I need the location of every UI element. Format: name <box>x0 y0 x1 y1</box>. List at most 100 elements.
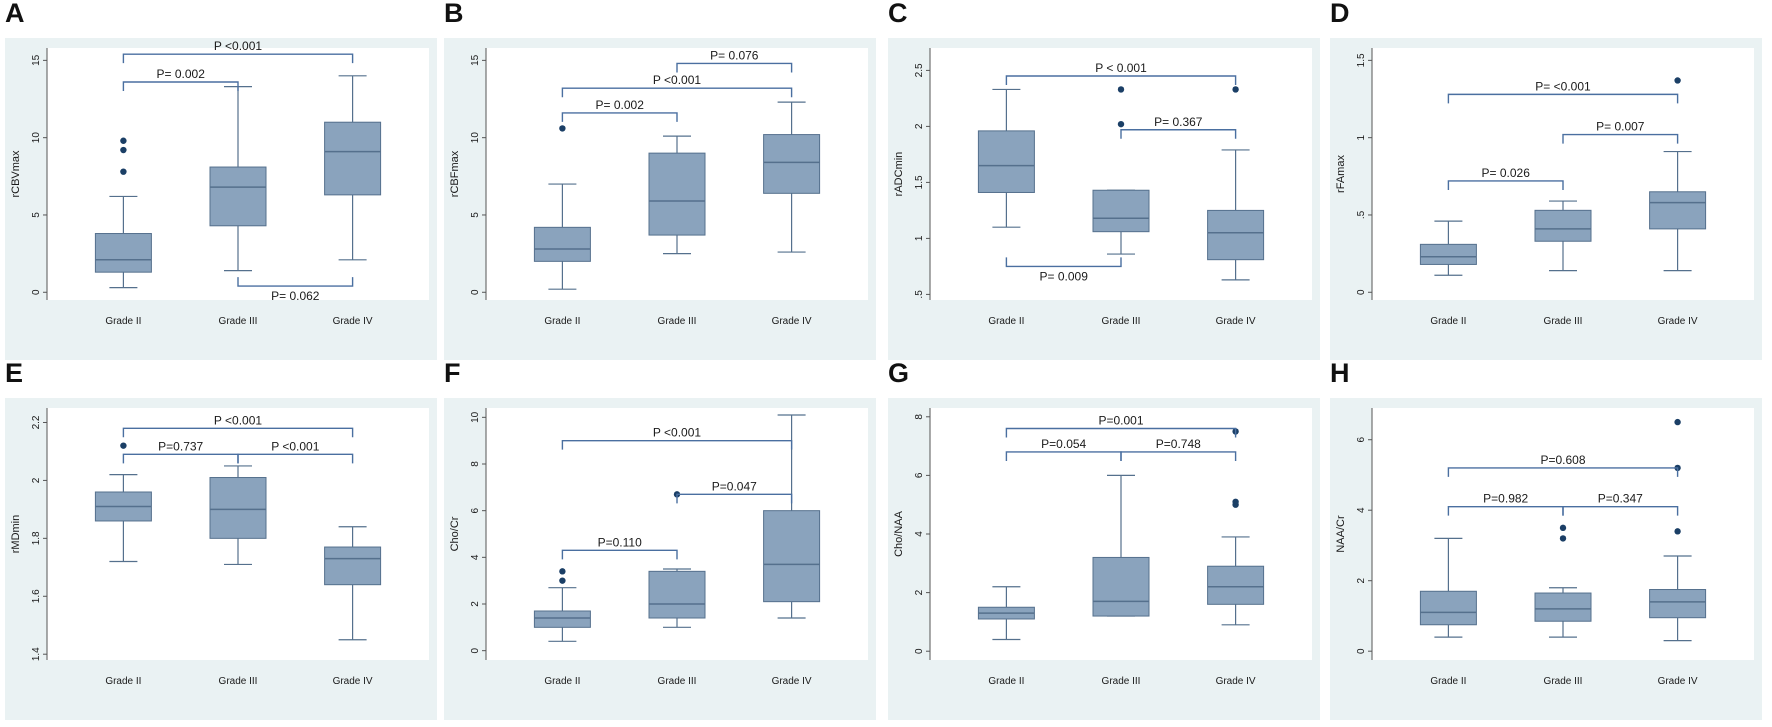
iqr-box <box>763 510 821 603</box>
x-tick-label: Grade IV <box>772 676 812 687</box>
iqr-box <box>1092 189 1150 233</box>
p-value-label: P=0.748 <box>1156 437 1201 451</box>
y-tick-label: 2 <box>914 123 925 129</box>
significance-bracket <box>237 453 354 464</box>
outlier-point <box>1674 418 1681 426</box>
iqr-box <box>1649 191 1707 230</box>
p-value-label: P= 0.002 <box>157 67 206 81</box>
outlier-point <box>1674 77 1681 84</box>
box-1 <box>1419 220 1477 276</box>
outlier-point <box>1117 120 1125 128</box>
significance-bracket <box>676 493 793 504</box>
p-value-label: P <0.001 <box>214 413 262 427</box>
box-1 <box>94 442 152 563</box>
y-tick-label: 0 <box>470 647 481 653</box>
iqr-box <box>763 134 821 194</box>
panel-label: H <box>1330 358 1350 388</box>
x-tick-label: Grade IV <box>772 316 812 327</box>
box-3 <box>1649 418 1707 642</box>
significance-bracket <box>1562 505 1679 516</box>
box-plot: 1.4 1.6 1.8 2 2.2 rMDmin Grade II Grade III Grad… <box>5 398 437 720</box>
y-tick-label: 0 <box>914 648 925 654</box>
y-tick-label: 4 <box>470 554 481 560</box>
box-1 <box>977 586 1035 641</box>
x-tick-label: Grade III <box>658 676 697 687</box>
y-axis-label: NAA/Cr <box>1335 515 1347 553</box>
outlier-point <box>1559 535 1567 542</box>
box-2 <box>1092 86 1150 255</box>
box-2 <box>209 465 267 566</box>
outlier-point <box>1232 498 1239 505</box>
y-tick-label: 2 <box>914 589 925 595</box>
p-value-label: P= 0.009 <box>1040 269 1089 283</box>
panel-label: F <box>444 358 461 388</box>
box-plot: 0 .5 1 1.5 rFAmax Grade II Grade III Grade IV P=… <box>1330 38 1762 360</box>
y-tick-label: 6 <box>470 507 481 513</box>
significance-bracket <box>122 427 354 438</box>
p-value-label: P=0.110 <box>598 535 642 549</box>
significance-bracket <box>1005 427 1237 438</box>
x-tick-label: Grade IV <box>333 316 373 327</box>
panel-e: E 1.4 1.6 1.8 2 2.2 rMDmin Grade II Grade III Gra… <box>5 358 437 720</box>
panel-label: B <box>444 0 464 28</box>
x-tick-label: Grade IV <box>1658 316 1698 327</box>
y-tick-label: .5 <box>914 290 925 299</box>
panel-g: G 0 2 4 6 8 Cho/NAA Grade II Grade III Grade IV P=… <box>888 358 1320 720</box>
x-tick-label: Grade II <box>988 676 1024 687</box>
iqr-box <box>533 226 591 262</box>
y-tick-label: 0 <box>1356 289 1367 295</box>
box-1 <box>533 125 591 290</box>
p-value-label: P= <0.001 <box>1535 79 1591 93</box>
y-tick-label: 0 <box>31 289 42 295</box>
iqr-box <box>1092 556 1150 617</box>
iqr-box <box>1534 209 1592 242</box>
p-value-label: P < 0.001 <box>1095 61 1147 75</box>
x-tick-label: Grade III <box>219 676 258 687</box>
iqr-box <box>1419 243 1477 265</box>
y-tick-label: 1.5 <box>1356 53 1367 67</box>
y-tick-label: 1 <box>914 235 925 241</box>
iqr-box <box>977 130 1035 193</box>
x-tick-label: Grade III <box>1544 676 1583 687</box>
iqr-box <box>648 152 706 236</box>
outlier-point <box>559 568 566 575</box>
box-plot: 0 5 10 15 rCBVmax Grade II Grade III Grade IV P=… <box>5 38 437 360</box>
y-tick-label: 8 <box>914 414 925 420</box>
box-1 <box>94 137 152 289</box>
x-tick-label: Grade II <box>105 316 141 327</box>
panel-label: D <box>1330 0 1350 28</box>
outlier-point <box>1674 528 1681 535</box>
y-axis-label: Cho/Cr <box>449 516 461 551</box>
y-axis-label: rCBFmax <box>449 150 461 197</box>
outlier-point <box>120 168 127 175</box>
significance-bracket <box>1447 93 1679 104</box>
y-tick-label: 2 <box>1356 577 1367 583</box>
y-tick-label: 4 <box>1356 507 1367 513</box>
iqr-box <box>209 166 267 227</box>
iqr-box <box>324 121 382 196</box>
significance-bracket <box>561 87 793 98</box>
y-axis-label: rMDmin <box>10 515 22 554</box>
significance-bracket <box>1447 467 1679 477</box>
y-tick-label: 5 <box>31 212 42 218</box>
box-plot: 0 2 4 6 8 Cho/NAA Grade II Grade III Grade IV P=0… <box>888 398 1320 720</box>
p-value-label: P= 0.062 <box>271 289 320 303</box>
p-value-label: P=0.737 <box>158 439 203 453</box>
x-tick-label: Grade III <box>1102 316 1141 327</box>
outlier-point <box>1559 524 1567 532</box>
box-3 <box>1207 428 1265 626</box>
outlier-point <box>559 577 566 584</box>
significance-bracket <box>676 62 793 73</box>
outlier-point <box>1117 86 1125 93</box>
panel-label: G <box>888 358 910 388</box>
x-tick-label: Grade II <box>544 316 580 327</box>
x-tick-label: Grade II <box>544 676 580 687</box>
box-3 <box>1649 77 1707 272</box>
iqr-box <box>533 610 591 628</box>
iqr-box <box>1534 592 1592 622</box>
y-tick-label: 8 <box>470 461 481 467</box>
y-tick-label: 1 <box>1356 134 1367 140</box>
box-2 <box>1092 474 1150 617</box>
y-tick-label: .5 <box>1356 210 1367 219</box>
x-tick-label: Grade IV <box>333 676 373 687</box>
